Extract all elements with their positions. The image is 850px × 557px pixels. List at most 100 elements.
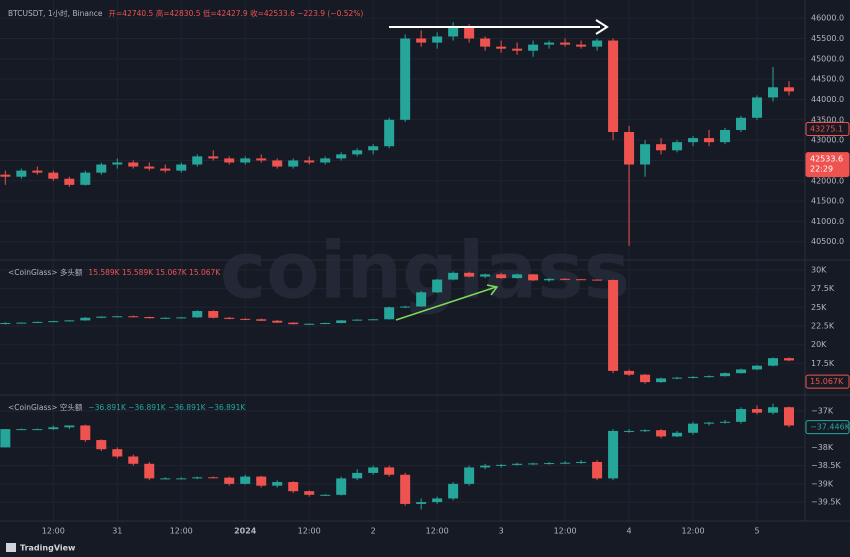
- candle-body: [544, 463, 555, 465]
- y-tick-label: 43500.0: [811, 115, 844, 124]
- candle-body: [624, 370, 635, 375]
- candle-body: [608, 430, 619, 479]
- y-tick-label: 40500.0: [811, 237, 844, 246]
- candle-body: [144, 463, 155, 479]
- candle-body: [784, 407, 795, 426]
- y-tick-label: −37K: [811, 406, 834, 415]
- candle-body: [656, 430, 667, 437]
- candle-body: [208, 311, 219, 318]
- candle-body: [416, 502, 427, 504]
- y-tick-label: −38.5K: [811, 461, 842, 470]
- candle-body: [352, 150, 363, 155]
- candle-body: [640, 374, 651, 383]
- candle-body: [400, 306, 411, 308]
- candle-body: [448, 272, 459, 280]
- candle-body: [400, 474, 411, 504]
- logo: TradingView: [6, 543, 76, 553]
- candle-body: [528, 44, 539, 51]
- candle-body: [592, 461, 603, 479]
- x-tick-label: 5: [754, 527, 759, 536]
- candle-body: [448, 26, 459, 37]
- candle-body: [656, 144, 667, 151]
- candle-body: [144, 166, 155, 169]
- candle-body: [496, 274, 507, 279]
- candle-body: [192, 477, 203, 479]
- x-tick-label: 12:00: [298, 527, 321, 536]
- candle-body: [112, 449, 123, 457]
- candle-body: [560, 278, 571, 280]
- y-tick-label: 41000.0: [811, 217, 844, 226]
- candle-body: [592, 279, 603, 281]
- candle-body: [320, 323, 331, 325]
- price-label: 15.067K: [810, 377, 844, 386]
- legend-title: <CoinGlass> 空头额: [8, 402, 83, 412]
- candle-body: [704, 376, 715, 378]
- candle-body: [128, 456, 139, 464]
- candle-body: [752, 97, 763, 118]
- candle-body: [720, 129, 731, 143]
- price-label: 43275.1: [810, 124, 843, 133]
- candle-body: [528, 274, 539, 281]
- candle-body: [176, 317, 187, 319]
- candle-body: [672, 377, 683, 379]
- candle-body: [576, 279, 587, 281]
- candle-body: [0, 174, 11, 177]
- candle-body: [160, 168, 171, 171]
- marks: [0, 22, 795, 510]
- x-tick-label: 12:00: [170, 527, 193, 536]
- candle-body: [384, 467, 395, 475]
- candle-body: [304, 160, 315, 163]
- candle-body: [656, 378, 667, 383]
- candle-body: [512, 48, 523, 51]
- candle-body: [400, 38, 411, 120]
- candle-body: [752, 409, 763, 413]
- candle-body: [48, 172, 59, 179]
- candle-body: [320, 158, 331, 163]
- price-label-box: [805, 420, 850, 435]
- candle-body: [544, 278, 555, 281]
- candle-body: [224, 317, 235, 319]
- y-tick-label: 25K: [811, 303, 827, 312]
- price-label-box: [805, 152, 850, 178]
- candle-body: [320, 494, 331, 496]
- candle-body: [784, 358, 795, 361]
- candle-body: [0, 323, 11, 325]
- candle-body: [576, 44, 587, 47]
- candle-body: [736, 369, 747, 374]
- candle-body: [96, 316, 107, 318]
- candle-body: [352, 319, 363, 321]
- candle-body: [784, 87, 795, 92]
- candle-body: [256, 319, 267, 321]
- candle-body: [48, 321, 59, 323]
- y-tick-label: 45000.0: [811, 54, 844, 63]
- candle-body: [240, 476, 251, 484]
- candle-body: [272, 320, 283, 323]
- y-tick-label: 22.5K: [811, 322, 835, 331]
- candle-body: [224, 477, 235, 484]
- candle-body: [608, 40, 619, 132]
- y-tick-label: −39.5K: [811, 498, 842, 507]
- x-tick-label: 4: [627, 527, 632, 536]
- candle-body: [352, 472, 363, 479]
- y-tick-label: 44500.0: [811, 75, 844, 84]
- candle-body: [464, 26, 475, 39]
- candle-body: [256, 158, 267, 161]
- candle-body: [16, 322, 27, 324]
- candle-body: [592, 40, 603, 47]
- candle-body: [208, 477, 219, 479]
- candle-body: [336, 478, 347, 495]
- x-tick-label: 12:00: [426, 527, 449, 536]
- y-tick-label: 46000.0: [811, 14, 844, 23]
- price-label: 42533.6: [810, 155, 843, 164]
- candle-body: [640, 430, 651, 432]
- candle-body: [96, 164, 107, 173]
- annotation-arrow: [389, 19, 609, 35]
- y-tick-label: 30K: [811, 265, 827, 274]
- candle-body: [464, 467, 475, 484]
- candle-body: [160, 317, 171, 319]
- candle-body: [752, 365, 763, 370]
- candle-body: [624, 132, 635, 165]
- candle-body: [288, 482, 299, 492]
- x-tick-label: 2024: [234, 527, 257, 536]
